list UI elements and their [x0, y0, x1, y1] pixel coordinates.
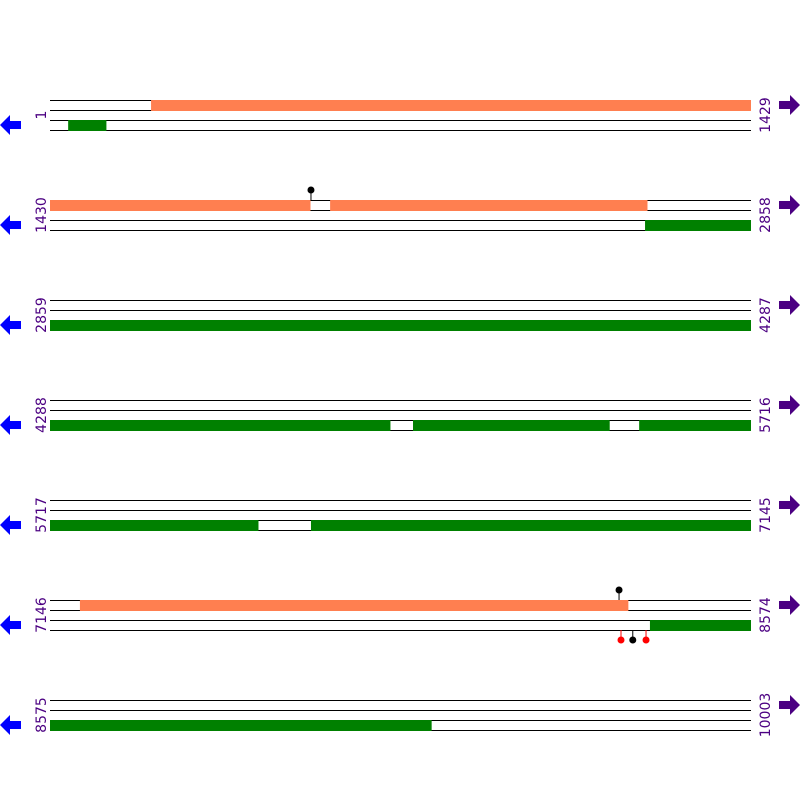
row-start-label: 7146	[34, 597, 50, 633]
row-start-label: 1	[34, 111, 50, 120]
forward-feature	[50, 200, 311, 211]
forward-feature	[151, 100, 751, 111]
arrow-right-icon	[779, 595, 800, 615]
arrow-left-icon	[0, 115, 21, 135]
reverse-feature	[50, 320, 751, 331]
row-start-label: 1430	[34, 197, 50, 233]
reverse-feature	[50, 720, 432, 731]
sequence-row: 1430 2858	[0, 186, 800, 235]
arrow-left-icon	[0, 715, 21, 735]
arrow-right-icon	[779, 395, 800, 415]
row-end-label: 10003	[758, 693, 774, 738]
reverse-feature	[50, 420, 391, 431]
reverse-feature	[645, 220, 751, 231]
row-end-label: 7145	[758, 497, 774, 533]
reverse-feature	[639, 420, 751, 431]
sequence-row: 8575 10003	[0, 693, 800, 738]
sequence-row: 1 1429	[0, 95, 800, 135]
site-marker	[642, 636, 650, 644]
sequence-row: 7146 8574	[0, 586, 800, 644]
sequence-row: 5717 7145	[0, 495, 800, 535]
reverse-feature	[413, 420, 610, 431]
site-marker	[629, 636, 637, 644]
row-end-label: 1429	[758, 97, 774, 133]
reverse-feature	[649, 620, 751, 631]
arrow-left-icon	[0, 415, 21, 435]
row-end-label: 8574	[758, 597, 774, 633]
row-start-label: 5717	[34, 497, 50, 533]
row-end-label: 4287	[758, 297, 774, 333]
forward-feature	[330, 200, 648, 211]
arrow-left-icon	[0, 315, 21, 335]
arrow-left-icon	[0, 215, 21, 235]
site-marker	[307, 186, 315, 194]
arrow-right-icon	[779, 195, 800, 215]
arrow-right-icon	[779, 95, 800, 115]
arrow-left-icon	[0, 615, 21, 635]
reverse-feature	[68, 120, 107, 131]
sequence-row: 2859 4287	[0, 295, 800, 335]
reverse-feature	[50, 520, 259, 531]
row-end-label: 5716	[758, 397, 774, 433]
reverse-feature	[310, 520, 751, 531]
row-start-label: 8575	[34, 697, 50, 733]
arrow-left-icon	[0, 515, 21, 535]
sequence-row: 4288 5716	[0, 395, 800, 435]
row-start-label: 4288	[34, 397, 50, 433]
arrow-right-icon	[779, 695, 800, 715]
row-start-label: 2859	[34, 297, 50, 333]
arrow-right-icon	[779, 295, 800, 315]
forward-feature	[79, 600, 629, 611]
site-marker	[617, 636, 625, 644]
row-end-label: 2858	[758, 197, 774, 233]
arrow-right-icon	[779, 495, 800, 515]
site-marker	[615, 586, 623, 594]
